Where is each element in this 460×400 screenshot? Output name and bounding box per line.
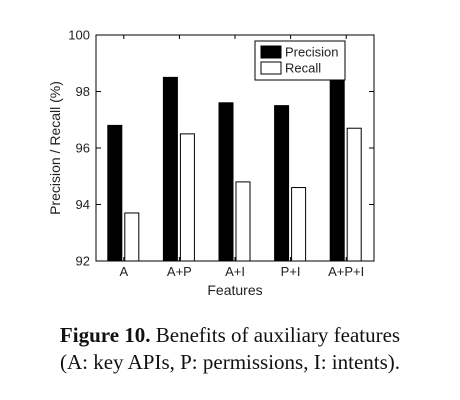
bar-recall-a+i	[235, 181, 251, 262]
y-tick-label: 98	[76, 84, 90, 99]
bar-precision-a	[107, 124, 123, 262]
bar-recall-p+i	[291, 187, 307, 262]
caption-line2: (A: key APIs, P: permissions, I: intents…	[59, 350, 401, 374]
legend-swatch-recall	[260, 61, 282, 75]
x-tick-label: A+P+I	[328, 264, 364, 279]
x-tick-label: A+P	[167, 264, 192, 279]
plot-frame	[95, 34, 375, 262]
legend-label-recall: Recall	[285, 61, 321, 76]
bar-chart: A A+P A+I P+I A+P+I 92 94 96 98 100 Features Precis…	[47, 28, 375, 298]
y-tick-label: 100	[68, 28, 90, 43]
y-axis-label: Precision / Recall (%)	[47, 81, 63, 215]
x-tick-label: P+I	[281, 264, 301, 279]
bar-precision-a+i	[218, 102, 234, 262]
y-tick-label: 94	[76, 197, 90, 212]
legend-label-precision: Precision	[285, 45, 338, 60]
figure-caption: Figure 10. Benefits of auxiliary feature…	[0, 322, 460, 376]
y-tick-label: 96	[76, 141, 90, 156]
bar-recall-a	[124, 212, 140, 262]
x-tick-label: A	[119, 264, 128, 279]
x-axis-label: Features	[207, 282, 262, 298]
bar-precision-a+p	[162, 76, 178, 262]
caption-label: Figure 10.	[59, 323, 151, 347]
bar-recall-a+p+i	[346, 127, 362, 262]
caption-line1: Benefits of auxiliary features	[155, 323, 401, 347]
x-tick-label: A+I	[225, 264, 245, 279]
bar-precision-p+i	[274, 105, 290, 262]
legend-swatch-precision	[260, 45, 282, 59]
y-tick-label: 92	[76, 254, 90, 269]
bar-recall-a+p	[179, 133, 195, 262]
bar-precision-a+p+i	[329, 74, 345, 262]
